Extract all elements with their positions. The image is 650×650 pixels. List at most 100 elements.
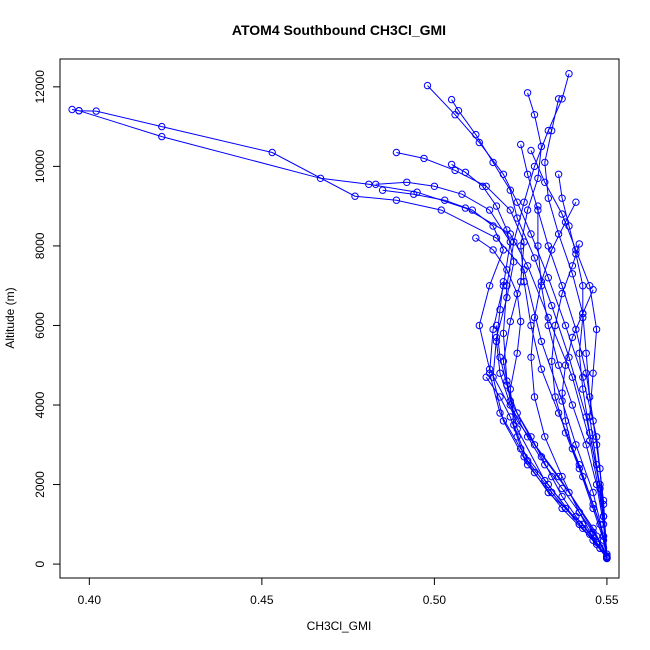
data-point bbox=[447, 95, 456, 104]
data-point bbox=[392, 148, 401, 157]
data-point bbox=[548, 472, 556, 481]
data-point bbox=[548, 126, 556, 135]
data-point bbox=[158, 122, 166, 131]
data-point bbox=[568, 401, 577, 409]
data-point bbox=[548, 301, 556, 310]
data-point bbox=[599, 496, 608, 505]
data-point bbox=[75, 107, 83, 115]
data-point bbox=[537, 365, 546, 373]
data-point bbox=[537, 282, 546, 290]
data-point bbox=[554, 170, 563, 179]
data-point bbox=[451, 166, 459, 175]
data-point bbox=[517, 278, 525, 286]
data-point bbox=[475, 321, 483, 330]
data-point bbox=[523, 206, 532, 214]
data-point bbox=[575, 464, 583, 473]
data-point bbox=[592, 433, 601, 441]
data-point bbox=[603, 554, 611, 562]
data-point bbox=[589, 369, 597, 377]
x-tick-label: 0.50 bbox=[423, 593, 447, 607]
data-point bbox=[596, 544, 604, 552]
data-point bbox=[544, 313, 552, 322]
data-point bbox=[568, 262, 577, 270]
data-point bbox=[489, 222, 497, 230]
data-point bbox=[503, 226, 511, 234]
data-point bbox=[565, 353, 573, 361]
data-point bbox=[496, 353, 504, 361]
data-point bbox=[541, 433, 549, 441]
data-point bbox=[503, 266, 511, 274]
data-point bbox=[592, 538, 601, 546]
data-point bbox=[537, 142, 546, 151]
data-point bbox=[447, 160, 456, 169]
chart-title: ATOM4 Southbound CH3Cl_GMI bbox=[232, 22, 446, 38]
data-point bbox=[458, 190, 466, 198]
data-point bbox=[489, 246, 497, 254]
series-line-8 bbox=[375, 181, 608, 557]
data-point bbox=[520, 198, 528, 206]
y-tick-label: 0 bbox=[33, 560, 47, 567]
x-axis-label: CH3Cl_GMI bbox=[307, 619, 372, 633]
data-point bbox=[92, 107, 100, 115]
data-point bbox=[517, 140, 525, 149]
data-point bbox=[520, 453, 528, 461]
data-point bbox=[568, 373, 577, 381]
data-point bbox=[548, 246, 556, 254]
data-point bbox=[351, 192, 359, 200]
data-point bbox=[268, 148, 276, 157]
data-point bbox=[496, 409, 504, 417]
data-point bbox=[499, 246, 508, 254]
data-point bbox=[441, 196, 449, 204]
data-point bbox=[420, 154, 428, 163]
data-point bbox=[454, 107, 463, 115]
data-point bbox=[506, 186, 514, 194]
data-point bbox=[437, 206, 445, 214]
data-point bbox=[558, 492, 566, 501]
data-point bbox=[554, 230, 563, 238]
series-line-18 bbox=[561, 289, 608, 559]
data-point bbox=[592, 325, 601, 334]
data-point bbox=[530, 254, 539, 262]
data-point bbox=[544, 194, 552, 202]
data-point bbox=[534, 202, 542, 210]
y-axis: 0 2000 4000 6000 8000 10000 12000 bbox=[33, 70, 61, 567]
data-point bbox=[492, 337, 501, 346]
data-point bbox=[579, 385, 587, 393]
data-point bbox=[537, 337, 546, 346]
data-point bbox=[423, 81, 432, 90]
data-point bbox=[575, 349, 583, 357]
data-point bbox=[558, 194, 566, 202]
data-point bbox=[492, 202, 501, 210]
data-point bbox=[527, 146, 535, 155]
data-point bbox=[506, 401, 514, 409]
data-point bbox=[503, 381, 511, 389]
data-point bbox=[430, 182, 439, 191]
plot-frame bbox=[59, 58, 620, 579]
data-point bbox=[561, 361, 570, 369]
data-point bbox=[496, 393, 504, 401]
data-point bbox=[158, 132, 166, 141]
data-point bbox=[530, 111, 539, 119]
data-point bbox=[527, 353, 535, 361]
data-point bbox=[378, 186, 387, 194]
data-point bbox=[482, 182, 490, 191]
data-point bbox=[523, 170, 532, 179]
data-point bbox=[565, 70, 573, 78]
plot-area bbox=[68, 70, 611, 563]
data-point bbox=[468, 206, 476, 214]
data-point bbox=[554, 361, 563, 369]
data-point bbox=[410, 190, 418, 198]
data-point bbox=[544, 274, 552, 282]
y-tick-label: 4000 bbox=[33, 391, 47, 418]
data-point bbox=[561, 321, 570, 330]
data-point bbox=[558, 389, 566, 397]
data-point bbox=[482, 373, 490, 381]
data-point bbox=[527, 433, 535, 441]
series-line-14 bbox=[551, 243, 608, 559]
data-point bbox=[558, 210, 566, 218]
data-point bbox=[513, 349, 521, 357]
data-point bbox=[513, 409, 521, 417]
data-point bbox=[572, 325, 580, 334]
data-point bbox=[541, 461, 549, 469]
data-point bbox=[534, 174, 542, 183]
